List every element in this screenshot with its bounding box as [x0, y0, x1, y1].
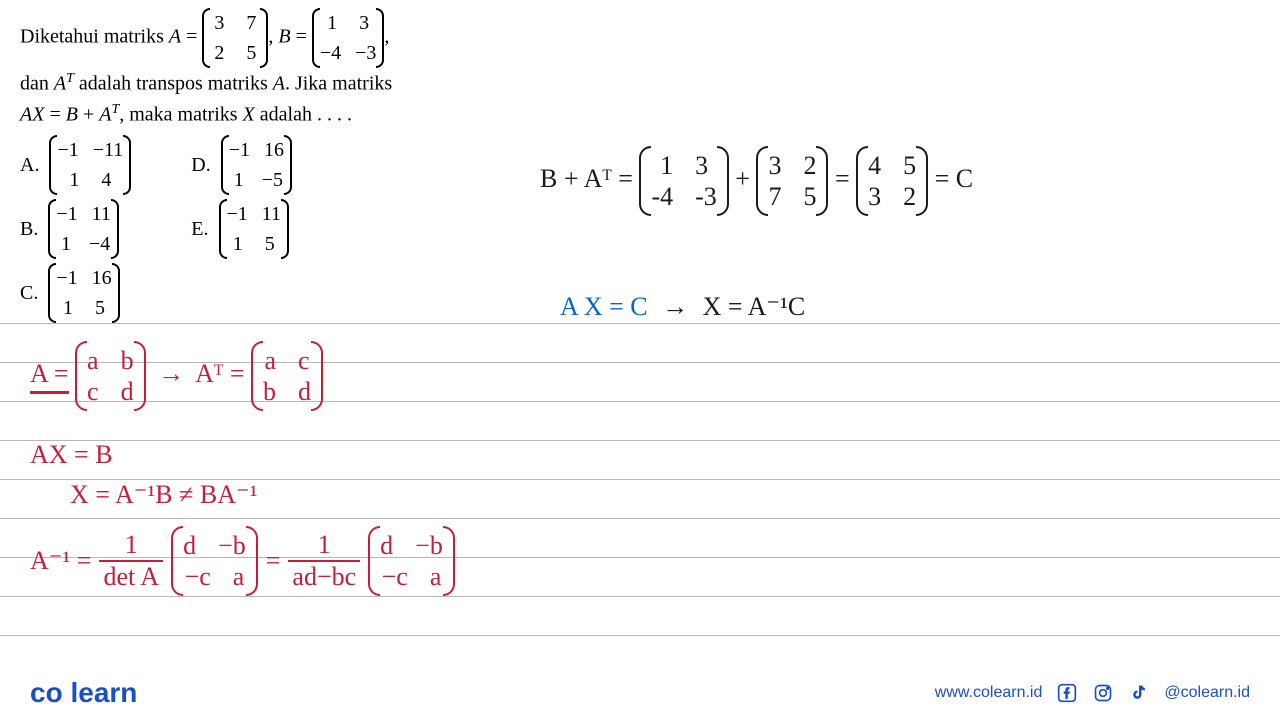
hw-ainv-frac1: 1 det A	[99, 530, 163, 592]
tiktok-icon	[1128, 682, 1150, 704]
hw-eq1-tail: = C	[935, 164, 974, 193]
option-B: B. −111 1−4	[20, 199, 131, 259]
hw-eq1-m3: 45 32	[856, 150, 928, 212]
hw-transA-m1: ab cd	[75, 345, 146, 407]
hw-ainv-lhs: A⁻¹ =	[30, 546, 91, 576]
hw-ainv-eq: =	[266, 546, 281, 576]
footer-url: www.colearn.id	[935, 684, 1043, 702]
hw-ainv-m1: d−b −ca	[171, 530, 258, 592]
hw-transA-lhs: A =	[30, 359, 69, 394]
option-B-matrix: −111 1−4	[48, 199, 119, 259]
hw-axb: AX = B	[30, 440, 113, 470]
hw-eq1-m2: 32 75	[756, 150, 828, 212]
facebook-icon	[1056, 682, 1078, 704]
footer: co learn www.colearn.id @colearn.id	[0, 665, 1280, 720]
hw-ainv-m2: d−b −ca	[368, 530, 455, 592]
hw-eq1-eq: =	[835, 164, 850, 193]
hw-eq2-black: X = A⁻¹C	[703, 292, 806, 321]
option-D-label: D.	[191, 150, 210, 180]
footer-handle: @colearn.id	[1164, 684, 1250, 702]
option-D: D. −116 1−5	[191, 135, 292, 195]
hw-eq1-plus: +	[735, 164, 750, 193]
option-E-label: E.	[191, 214, 208, 244]
option-D-matrix: −116 1−5	[221, 135, 292, 195]
var-B: B	[278, 26, 290, 48]
option-E: E. −111 15	[191, 199, 292, 259]
hw-eq2-blue: A X = C	[560, 292, 648, 321]
var-A: A	[169, 26, 181, 48]
option-E-matrix: −111 15	[219, 199, 290, 259]
hw-eq2-arrow: →	[662, 292, 688, 321]
hw-ainv-frac2: 1 ad−bc	[288, 530, 360, 592]
hw-xinv: X = A⁻¹B ≠ BA⁻¹	[70, 480, 258, 510]
option-A: A. −1−11 14	[20, 135, 131, 195]
logo: co learn	[30, 677, 137, 709]
hw-ainv: A⁻¹ = 1 det A d−b −ca = 1 ad−bc d−b −ca	[30, 530, 455, 592]
hw-transA-rhs: Aᵀ =	[195, 359, 244, 388]
hw-eq1-label: B + Aᵀ =	[540, 164, 639, 193]
text-diketahui: Diketahui matriks	[20, 26, 169, 48]
matrix-A: 37 25	[202, 8, 268, 68]
footer-right: www.colearn.id @colearn.id	[935, 682, 1250, 704]
problem-line2: dan AT adalah transpos matriks A. Jika m…	[20, 68, 1260, 99]
matrix-B: 13 −4−3	[312, 8, 385, 68]
hw-eq1: B + Aᵀ = 13 -4-3 + 32 75 = 45 32 = C	[540, 150, 973, 212]
equals1: =	[186, 26, 202, 48]
hw-eq1-m1: 13 -4-3	[639, 150, 728, 212]
lined-paper-bg	[0, 285, 1280, 660]
equals2: =	[296, 26, 312, 48]
hw-transpose: A = ab cd → Aᵀ = ac bd	[30, 345, 323, 407]
logo-learn: learn	[70, 677, 137, 708]
option-A-matrix: −1−11 14	[49, 135, 131, 195]
instagram-icon	[1092, 682, 1114, 704]
hw-transA-arrow: →	[158, 359, 184, 388]
option-A-label: A.	[20, 150, 39, 180]
problem-line3: AX = B + AT, maka matriks X adalah . . .…	[20, 99, 1260, 130]
hw-eq2: A X = C → X = A⁻¹C	[560, 292, 805, 322]
logo-co: co	[30, 677, 63, 708]
comma: ,	[384, 26, 389, 48]
option-B-label: B.	[20, 214, 38, 244]
hw-transA-m2: ac bd	[251, 345, 323, 407]
problem-line1: Diketahui matriks A = 37 25 , B = 13 −4−…	[20, 8, 1260, 68]
